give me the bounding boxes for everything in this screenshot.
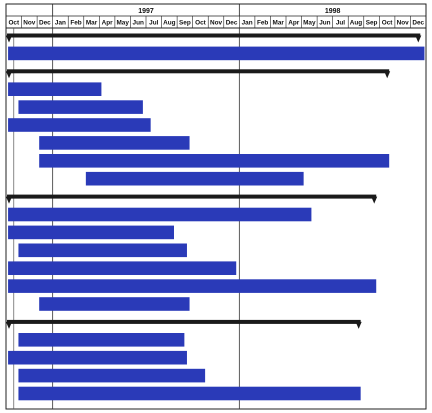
month-label: Jul — [336, 20, 345, 27]
task-bar — [8, 261, 237, 275]
task-bar — [8, 350, 187, 365]
summary-bar — [6, 194, 378, 204]
month-label: Jun — [319, 20, 330, 27]
summary-bar-start-cap — [6, 35, 12, 43]
task-bar — [8, 118, 151, 132]
task-bar — [8, 46, 425, 61]
summary-bar-start-cap — [6, 321, 12, 329]
month-label: Aug — [350, 20, 363, 27]
year-label: 1998 — [325, 8, 341, 15]
month-label: Dec — [412, 20, 424, 27]
month-label: Nov — [23, 20, 36, 27]
month-label: Mar — [273, 20, 285, 27]
task-bar — [39, 297, 190, 311]
month-label: Jan — [242, 20, 253, 27]
task-bar — [8, 225, 175, 240]
summary-bar-start-cap — [6, 196, 12, 204]
month-label: Sep — [366, 20, 378, 27]
month-label: Oct — [382, 20, 394, 27]
task-bar — [8, 82, 102, 96]
task-bar — [8, 207, 312, 222]
summary-bar-body — [7, 33, 421, 38]
summary-bar-end-cap — [355, 321, 362, 329]
month-label: May — [116, 20, 129, 27]
month-label: Oct — [8, 20, 20, 27]
summary-bar — [6, 69, 391, 79]
month-label: May — [303, 20, 316, 27]
summary-bar-body — [7, 69, 390, 74]
summary-bar-end-cap — [384, 71, 391, 79]
timeline-header: 1997 1998 Oct Nov Dec Jan Feb Mar Apr May Jun Jul A… — [5, 3, 427, 29]
month-label: Nov — [210, 20, 223, 27]
month-label: Oct — [195, 20, 207, 27]
month-label: Jul — [149, 20, 158, 27]
summary-bar — [6, 319, 362, 329]
month-label: Feb — [70, 20, 81, 27]
task-bar — [39, 136, 190, 150]
month-label: Aug — [163, 20, 176, 27]
task-bar — [18, 333, 185, 347]
month-label: Apr — [288, 20, 300, 27]
summary-bar-body — [7, 194, 377, 199]
task-bar — [18, 368, 206, 383]
summary-bar-body — [7, 319, 361, 324]
summary-bar-end-cap — [415, 35, 422, 43]
task-bar — [18, 386, 361, 401]
task-bar — [8, 279, 377, 293]
task-bar — [18, 100, 143, 114]
month-label: Mar — [86, 20, 98, 27]
month-label: Dec — [226, 20, 238, 27]
month-label: Jun — [133, 20, 144, 27]
summary-bar-start-cap — [6, 71, 12, 79]
month-label: Jan — [55, 20, 66, 27]
month-label: Apr — [102, 20, 114, 27]
task-bar — [39, 154, 390, 168]
month-label: Dec — [39, 20, 51, 27]
month-label: Nov — [397, 20, 410, 27]
chart-frame — [5, 27, 427, 410]
task-bar — [85, 171, 304, 186]
summary-bar — [6, 33, 422, 43]
month-label: Feb — [257, 20, 268, 27]
summary-bar-end-cap — [371, 196, 378, 204]
task-bar — [18, 243, 187, 258]
month-label: Sep — [179, 20, 191, 27]
year-label: 1997 — [138, 8, 154, 15]
